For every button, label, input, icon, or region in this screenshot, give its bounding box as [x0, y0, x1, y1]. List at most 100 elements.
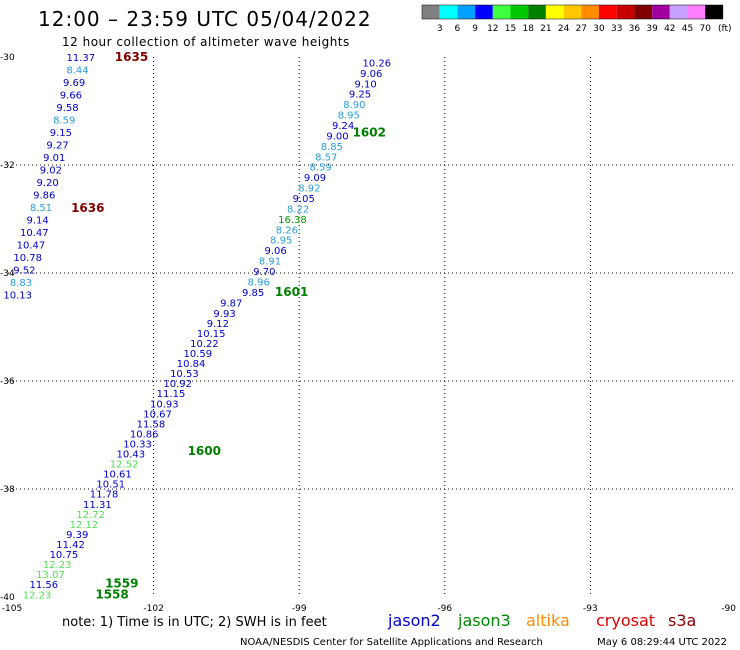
graticule: [8, 57, 736, 597]
wave-height-value: 9.10: [354, 79, 376, 90]
wave-height-value: 9.01: [43, 153, 65, 164]
x-axis-ticks: -105 -102 -99 -96 -93 -90: [2, 604, 736, 614]
wave-height-value: 12.23: [23, 590, 52, 601]
legend-swatch: [510, 5, 529, 19]
wave-height-value: 16.38: [278, 215, 307, 226]
satellite-label-altika: altika: [526, 611, 570, 630]
wave-height-value: 8.57: [315, 152, 337, 163]
pass-time-label: 1602: [353, 126, 386, 140]
y-tick-label: -34: [0, 269, 15, 279]
legend-unit: (ft): [718, 24, 732, 34]
wave-height-value: 10.15: [197, 329, 226, 340]
wave-height-value: 8.95: [338, 111, 360, 122]
wave-height-value: 9.25: [349, 90, 371, 101]
wave-height-value: 10.93: [150, 399, 179, 410]
satellite-label-jason2: jason2: [387, 611, 441, 630]
wave-height-value: 12.52: [110, 460, 139, 471]
legend-swatch: [457, 5, 476, 19]
legend-tick-label: 21: [540, 24, 551, 34]
wave-height-value: 8.85: [321, 142, 343, 153]
note-text: note: 1) Time is in UTC; 2) SWH is in fe…: [62, 615, 327, 630]
wave-height-value: 9.52: [13, 266, 35, 277]
wave-height-value: 9.70: [253, 267, 275, 278]
wave-height-value: 10.78: [13, 253, 42, 264]
legend-tick-label: 42: [664, 24, 675, 34]
y-tick-label: -38: [0, 485, 15, 495]
wave-height-value: 9.39: [66, 530, 88, 541]
wave-height-value: 10.43: [117, 450, 146, 461]
wave-height-value: 8.59: [309, 163, 331, 174]
wave-height-value: 9.66: [60, 91, 82, 102]
x-tick-label: -96: [437, 604, 452, 614]
wave-height-value: 10.13: [3, 291, 32, 302]
wave-height-value: 8.83: [10, 278, 32, 289]
wave-height-value: 13.07: [36, 570, 65, 581]
legend-tick-label: 9: [472, 24, 478, 34]
wave-height-value: 8.96: [248, 277, 270, 288]
timestamp-text: May 6 08:29:44 UTC 2022: [597, 637, 727, 648]
wave-height-value: 10.51: [96, 480, 125, 491]
wave-height-value: 10.59: [183, 349, 212, 360]
credit-text: NOAA/NESDIS Center for Satellite Applica…: [240, 637, 543, 648]
wave-height-value: 9.24: [332, 121, 354, 132]
wave-height-value: 10.67: [143, 409, 172, 420]
wave-height-value: 9.15: [50, 128, 72, 139]
wave-height-value: 11.56: [29, 580, 58, 591]
legend-swatch: [669, 5, 688, 19]
legend-swatch: [422, 5, 440, 19]
wave-height-value: 10.75: [50, 550, 79, 561]
legend-swatch: [616, 5, 635, 19]
wave-height-value: 8.22: [287, 204, 309, 215]
legend-tick-label: 39: [646, 24, 658, 34]
x-tick-label: -105: [2, 604, 22, 614]
wave-height-value: 10.47: [20, 228, 49, 239]
legend-tick-label: 12: [487, 24, 498, 34]
legend-tick-label: 45: [682, 24, 693, 34]
wave-height-value: 9.06: [264, 246, 286, 257]
wave-height-value: 9.27: [46, 141, 68, 152]
legend-tick-label: 30: [593, 24, 605, 34]
legend-swatch: [492, 5, 511, 19]
wave-height-value: 8.92: [298, 184, 320, 195]
x-tick-label: -99: [292, 604, 307, 614]
wave-height-value: 12.72: [76, 510, 105, 521]
map-subtitle: 12 hour collection of altimeter wave hei…: [62, 35, 350, 49]
wave-height-value: 8.90: [343, 100, 365, 111]
wave-height-value: 9.00: [326, 131, 348, 142]
wave-height-observations: 11.378.449.699.669.588.599.159.279.019.0…: [3, 53, 391, 601]
wave-height-value: 9.20: [36, 178, 58, 189]
legend-swatch: [581, 5, 599, 19]
x-tick-label: -90: [721, 604, 736, 614]
wave-height-value: 10.47: [17, 241, 46, 252]
wave-height-value: 9.93: [213, 309, 235, 320]
wave-height-value: 8.91: [259, 257, 281, 268]
legend-swatch: [634, 5, 653, 19]
map-title: 12:00 – 23:59 UTC 05/04/2022: [38, 7, 372, 31]
wave-height-value: 11.78: [90, 490, 119, 501]
color-legend: 3 6 9 12 15 18 21 24 27 30 33 36 39 42 45 70: [421, 4, 724, 34]
wave-height-value: 10.26: [363, 58, 392, 69]
y-tick-label: -36: [0, 377, 15, 387]
legend-swatch: [439, 5, 458, 19]
wave-height-value: 9.85: [242, 288, 264, 299]
legend-swatch: [545, 5, 564, 19]
wave-height-value: 9.87: [220, 299, 242, 310]
wave-height-value: 9.86: [33, 191, 55, 202]
wave-height-value: 11.58: [137, 419, 166, 430]
legend-border: [421, 4, 724, 20]
legend-tick-label: 36: [629, 24, 641, 34]
pass-time-label: 1600: [188, 444, 221, 458]
satellite-label-cryosat: cryosat: [596, 611, 655, 630]
wave-height-value: 10.33: [123, 439, 152, 450]
y-tick-label: -32: [0, 161, 15, 171]
wave-height-value: 8.44: [66, 66, 88, 77]
legend-tick-label: 3: [437, 24, 443, 34]
wave-height-value: 9.14: [26, 216, 48, 227]
wave-height-value: 11.37: [66, 53, 95, 64]
pass-time-label: 1601: [275, 285, 308, 299]
legend-tick-label: 15: [505, 24, 516, 34]
pass-time-label: 1559: [105, 577, 138, 591]
wave-height-value: 10.86: [130, 429, 159, 440]
